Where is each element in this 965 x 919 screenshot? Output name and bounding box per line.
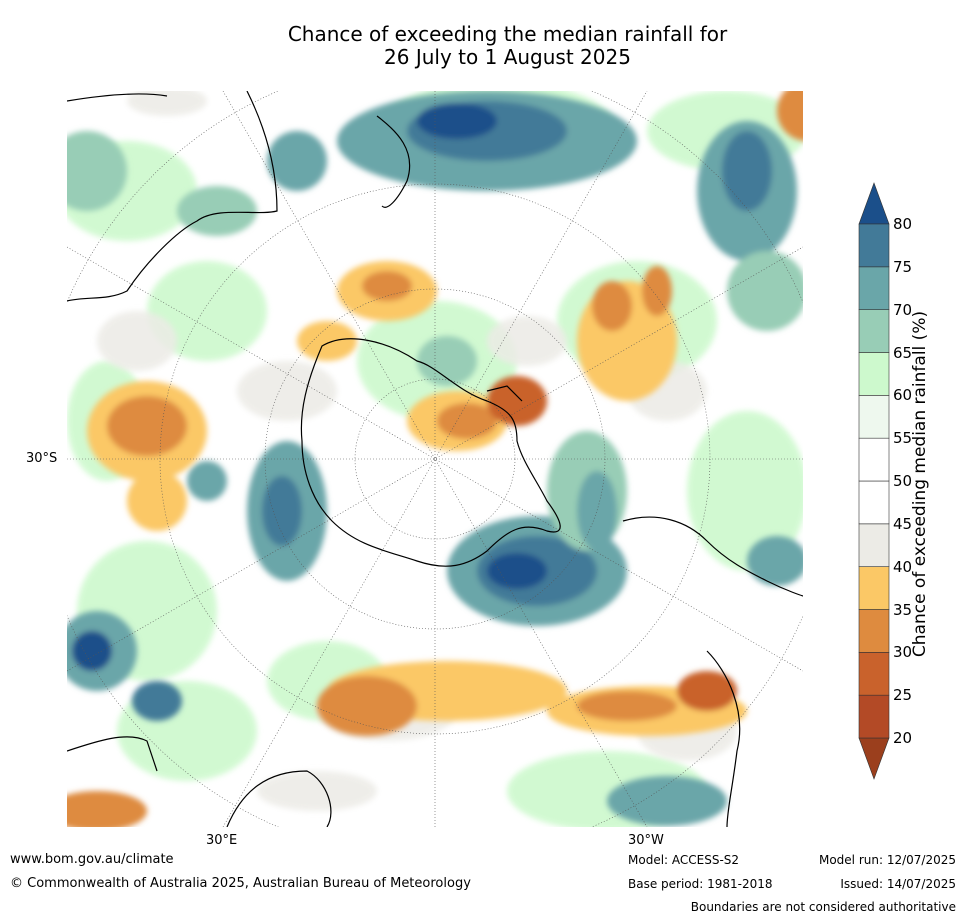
colorbar-arrow-bottom bbox=[858, 737, 890, 780]
copyright-notice: © Commonwealth of Australia 2025, Austra… bbox=[10, 876, 471, 891]
longitude-label-30w: 30°W bbox=[628, 833, 664, 848]
colorbar-segment bbox=[858, 652, 890, 696]
colorbar-segment bbox=[858, 609, 890, 653]
colorbar-segment bbox=[858, 566, 890, 610]
colorbar bbox=[855, 180, 965, 800]
chart-title-line-1: Chance of exceeding the median rainfall … bbox=[287, 22, 728, 46]
colorbar-segment bbox=[858, 266, 890, 310]
chart-title-line-2: 26 July to 1 August 2025 bbox=[384, 45, 631, 69]
colorbar-segment bbox=[858, 395, 890, 439]
colorbar-tick-label: 45 bbox=[893, 514, 913, 533]
colorbar-tick-label: 50 bbox=[893, 472, 913, 490]
colorbar-tick-label: 35 bbox=[893, 600, 913, 619]
colorbar-segment bbox=[858, 437, 890, 482]
colorbar-tick-label: 60 bbox=[893, 386, 913, 405]
colorbar-segment bbox=[858, 309, 890, 353]
probability-field-wet bbox=[67, 91, 803, 826]
colorbar-tick-label: 80 bbox=[893, 215, 913, 233]
latitude-label-30s: 30°S bbox=[26, 451, 58, 466]
boundaries-disclaimer: Boundaries are not considered authoritat… bbox=[690, 900, 956, 914]
website-link[interactable]: www.bom.gov.au/climate bbox=[10, 852, 174, 867]
colorbar-tick-label: 25 bbox=[893, 686, 913, 705]
colorbar-tick-label: 75 bbox=[893, 257, 913, 276]
colorbar-tick-label: 30 bbox=[893, 643, 913, 662]
probability-field-dry bbox=[67, 91, 803, 827]
colorbar-segment bbox=[858, 223, 890, 268]
colorbar-segment bbox=[858, 352, 890, 396]
colorbar-tick-label: 20 bbox=[893, 729, 913, 747]
rainfall-probability-map bbox=[67, 91, 803, 827]
colorbar-arrow-top bbox=[858, 182, 890, 225]
colorbar-tick-label: 40 bbox=[893, 557, 913, 576]
model-run-date: Model run: 12/07/2025 bbox=[818, 853, 956, 867]
base-period: Base period: 1981-2018 bbox=[628, 877, 773, 891]
issued-date: Issued: 14/07/2025 bbox=[840, 877, 956, 891]
colorbar-tick-label: 70 bbox=[893, 300, 913, 319]
longitude-label-30e: 30°E bbox=[206, 833, 238, 848]
colorbar-tick-label: 65 bbox=[893, 343, 913, 362]
colorbar-segment bbox=[858, 694, 890, 739]
graticule bbox=[67, 91, 803, 827]
colorbar-segment bbox=[858, 480, 890, 525]
colorbar-title: Chance of exceeding median rainfall (%) bbox=[910, 310, 930, 658]
model-name: Model: ACCESS-S2 bbox=[628, 853, 740, 867]
colorbar-tick-label: 55 bbox=[893, 429, 913, 448]
coastlines bbox=[67, 91, 803, 827]
colorbar-segment bbox=[858, 523, 890, 567]
